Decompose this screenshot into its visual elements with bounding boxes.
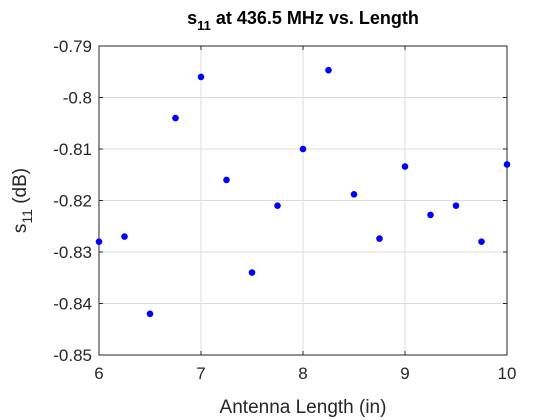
x-tick-label: 6 (94, 364, 103, 383)
data-point (197, 73, 205, 81)
y-tick-label: -0.82 (53, 192, 92, 211)
y-tick-label: -0.79 (53, 37, 92, 56)
y-tick-label: -0.83 (53, 243, 92, 262)
axis-ticks: 6 7 8 9 10 -0.85 -0.84 -0.83 -0.82 -0.81 -0.8 -0.79 (53, 37, 516, 383)
y-axis-label-subscript: 11 (19, 209, 35, 224)
chart-title: s11 at 436.5 MHz vs. Length (187, 8, 419, 33)
y-tick-label: -0.85 (53, 346, 92, 365)
chart-title-main: s (187, 8, 197, 28)
x-axis-label: Antenna Length (in) (220, 397, 387, 418)
y-tick-label: -0.84 (53, 295, 92, 314)
y-tick-label: -0.81 (53, 140, 92, 159)
data-point (325, 66, 332, 74)
y-axis-label-main: s (10, 224, 31, 234)
data-point (376, 235, 383, 242)
x-tick-label: 7 (196, 364, 205, 383)
data-point (121, 233, 128, 240)
data-points (95, 66, 511, 318)
y-axis-label-rest: (dB) (10, 168, 31, 209)
y-axis-label: s11 (dB) (10, 168, 35, 233)
data-point (223, 176, 230, 184)
data-point (427, 211, 434, 219)
x-tick-label: 9 (400, 364, 409, 383)
data-point (503, 161, 511, 168)
data-point (452, 202, 460, 209)
data-point (95, 238, 103, 245)
data-point (299, 145, 307, 153)
data-point (478, 238, 485, 245)
data-point (248, 269, 256, 276)
data-point (146, 310, 154, 318)
data-point (350, 191, 358, 198)
data-point (274, 202, 281, 209)
y-tick-label: -0.8 (63, 89, 92, 108)
x-tick-label: 10 (498, 364, 517, 383)
chart-title-rest: at 436.5 MHz vs. Length (211, 8, 419, 28)
data-point (172, 114, 179, 122)
x-tick-label: 8 (298, 364, 307, 383)
chart-title-subscript: 11 (197, 18, 211, 33)
data-point (401, 163, 409, 170)
grid (99, 46, 507, 355)
